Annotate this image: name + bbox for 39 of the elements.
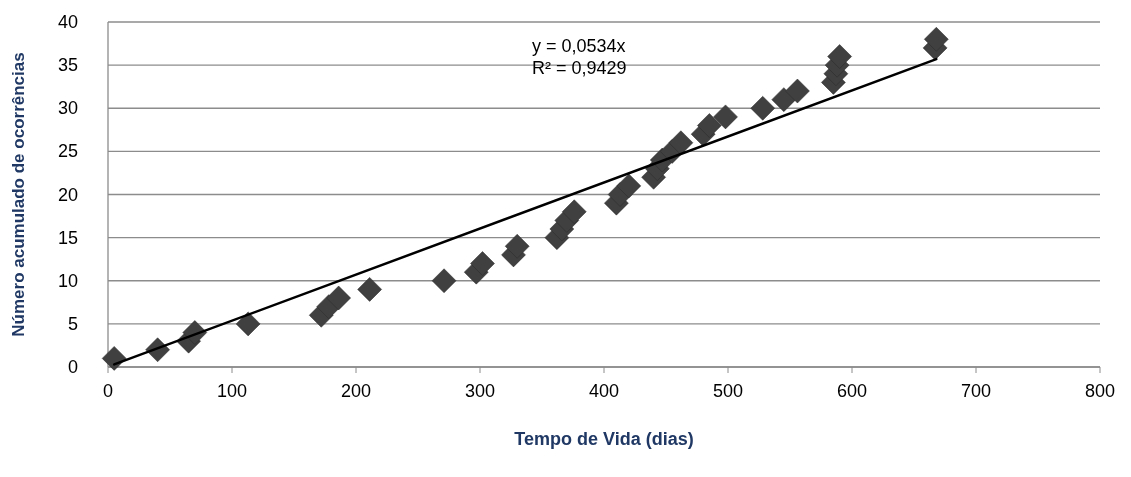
point <box>326 285 351 311</box>
y-tick-label: 25 <box>57 141 78 162</box>
point <box>668 130 694 155</box>
y-tick-label: 10 <box>57 270 78 291</box>
y-tick-label: 40 <box>57 12 78 32</box>
point <box>750 96 775 121</box>
x-tick-label: 400 <box>588 381 620 401</box>
y-tick-label: 35 <box>57 55 78 76</box>
y-axis-title: Número acumulado de ocorrências <box>9 52 28 337</box>
y-tick-label: 30 <box>57 98 78 119</box>
point <box>561 199 587 224</box>
x-tick-label: 600 <box>836 381 868 401</box>
point <box>827 44 852 69</box>
point <box>697 113 722 138</box>
point <box>470 251 495 276</box>
y-tick-label: 5 <box>67 313 78 334</box>
point <box>771 87 797 112</box>
point <box>616 173 642 199</box>
x-tick-label: 500 <box>712 381 744 401</box>
y-tick-label: 20 <box>57 184 78 205</box>
point <box>713 104 738 130</box>
x-tick-label: 100 <box>216 381 248 401</box>
annotation: y = 0,0534x <box>532 36 626 56</box>
point <box>924 27 949 52</box>
x-tick-label: 300 <box>464 381 496 401</box>
x-tick-label: 200 <box>340 381 372 401</box>
x-tick-label: 800 <box>1084 381 1116 401</box>
point <box>357 277 382 302</box>
point <box>504 234 530 259</box>
x-tick-label: 700 <box>960 381 992 401</box>
point <box>431 268 457 293</box>
x-tick-label: 0 <box>102 381 114 401</box>
point <box>101 346 127 371</box>
y-tick-label: 15 <box>57 227 78 248</box>
point <box>235 311 261 337</box>
x-axis-title: Tempo de Vida (dias) <box>514 429 694 449</box>
point <box>785 78 810 104</box>
annotation: R² = 0,9429 <box>532 58 627 78</box>
y-tick-label: 0 <box>67 357 78 377</box>
